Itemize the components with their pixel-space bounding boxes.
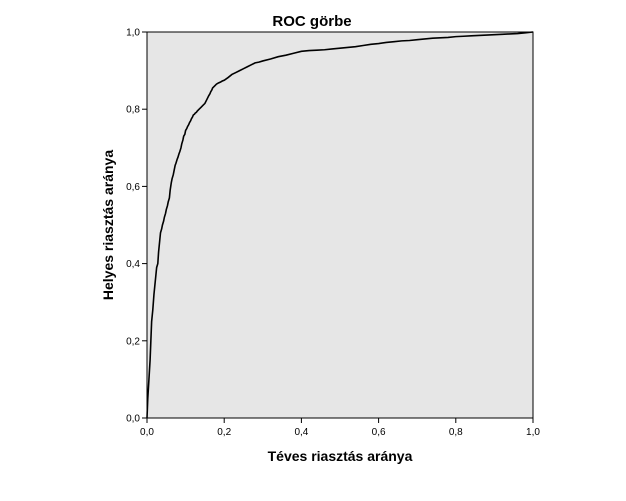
- x-tick-label: 0,0: [140, 427, 154, 438]
- y-tick-label: 0,8: [126, 105, 140, 116]
- x-tick-label: 0,4: [294, 427, 308, 438]
- x-tick-label: 0,8: [449, 427, 463, 438]
- y-tick-label: 0,6: [126, 182, 140, 193]
- x-tick-label: 1,0: [526, 427, 540, 438]
- x-axis-title: Téves riasztás aránya: [268, 448, 413, 464]
- plot-area: [146, 31, 534, 419]
- x-tick-label: 0,2: [217, 427, 231, 438]
- y-tick-label: 0,0: [126, 414, 140, 425]
- y-tick-label: 0,4: [126, 259, 140, 270]
- y-tick-label: 1,0: [126, 28, 140, 39]
- roc-curve-line: [146, 31, 534, 419]
- y-axis-title: Helyes riasztás aránya: [100, 150, 116, 300]
- chart-title: ROC görbe: [272, 13, 351, 30]
- x-axis-ticks: 0,0 0,2 0,4 0,6 0,8 1,0: [140, 418, 540, 438]
- x-tick-label: 0,6: [372, 427, 386, 438]
- y-axis-ticks: 0,0 0,2 0,4 0,6 0,8 1,0: [126, 28, 147, 425]
- y-tick-label: 0,2: [126, 336, 140, 347]
